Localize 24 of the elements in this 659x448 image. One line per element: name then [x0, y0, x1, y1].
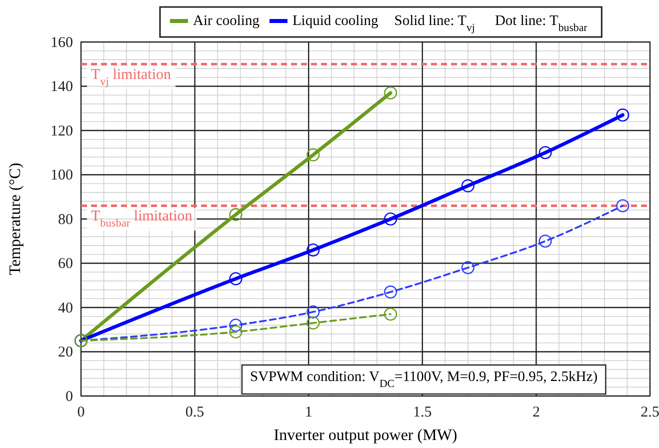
- x-tick-label: 0.5: [185, 404, 204, 421]
- y-axis-title: Temperature (°C): [7, 162, 24, 276]
- y-tick-label: 140: [50, 79, 73, 96]
- y-tick-label: 80: [58, 212, 73, 228]
- y-tick-label: 100: [50, 168, 73, 184]
- x-tick-label: 1.5: [413, 404, 432, 421]
- legend-label: Air cooling: [193, 13, 260, 29]
- ref-line-label: T$_{busbar}$ limitation: [91, 208, 193, 230]
- y-tick-label: 40: [58, 300, 73, 316]
- y-tick-label: 160: [50, 34, 73, 51]
- y-tick-label: 60: [58, 256, 73, 272]
- annotation: SVPWM condition: V$_{DC}$=1100V, M=0.9, PF=0.95, 2.5kHz): [250, 369, 598, 390]
- y-tick-label: 0: [66, 388, 73, 405]
- y-tick-label: 20: [58, 344, 73, 361]
- x-tick-label: 2.5: [640, 404, 659, 421]
- text: Dot line: T$_{busbar}$: [494, 13, 588, 34]
- x-axis-title: Inverter output power (MW): [274, 427, 458, 444]
- legend-label: Liquid cooling: [292, 13, 378, 29]
- x-tick-label: 1: [304, 404, 312, 421]
- text: Solid line: T$_{vj}$: [394, 13, 475, 34]
- y-tick-label: 120: [50, 123, 73, 140]
- x-tick-label: 2: [532, 404, 540, 421]
- x-tick-label: 0: [77, 404, 85, 421]
- ref-line-label: T$_{vj}$ limitation: [91, 67, 172, 88]
